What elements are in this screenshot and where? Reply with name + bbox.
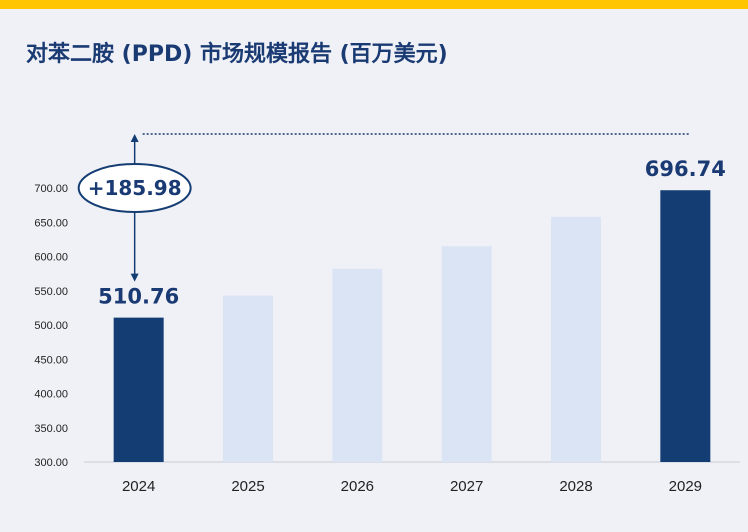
data-label-2024: 510.76 bbox=[98, 285, 179, 309]
x-tick-label: 2026 bbox=[341, 478, 374, 495]
y-tick-label: 550.00 bbox=[34, 286, 68, 298]
bar-2028 bbox=[551, 216, 601, 462]
y-tick-label: 650.00 bbox=[34, 217, 68, 229]
y-tick-label: 350.00 bbox=[34, 423, 68, 435]
y-tick-label: 500.00 bbox=[34, 320, 68, 332]
chart-title: 对苯二胺 (PPD) 市场规模报告 (百万美元) bbox=[26, 42, 448, 67]
x-tick-label: 2027 bbox=[450, 478, 483, 495]
data-label-2029: 696.74 bbox=[645, 157, 726, 181]
bar-2026 bbox=[332, 268, 383, 462]
bar-2025 bbox=[223, 295, 273, 462]
y-tick-label: 450.00 bbox=[34, 354, 68, 366]
top-accent-bar bbox=[0, 0, 748, 9]
x-tick-label: 2028 bbox=[559, 478, 592, 495]
bar-2024 bbox=[113, 317, 164, 462]
x-tick-label: 2024 bbox=[122, 478, 155, 495]
difference-label: +185.98 bbox=[88, 176, 182, 200]
y-tick-label: 700.00 bbox=[34, 183, 68, 195]
difference-bubble bbox=[77, 163, 192, 213]
arrow-head-down-icon bbox=[130, 273, 139, 282]
bar-2027 bbox=[441, 246, 492, 462]
x-tick-label: 2029 bbox=[669, 478, 702, 495]
y-tick-label: 600.00 bbox=[34, 252, 68, 264]
y-tick-label: 400.00 bbox=[34, 389, 68, 401]
arrow-head-up-icon bbox=[130, 134, 139, 142]
x-tick-label: 2025 bbox=[231, 478, 264, 495]
y-tick-label: 300.00 bbox=[34, 457, 68, 469]
bar-2029 bbox=[660, 190, 711, 462]
